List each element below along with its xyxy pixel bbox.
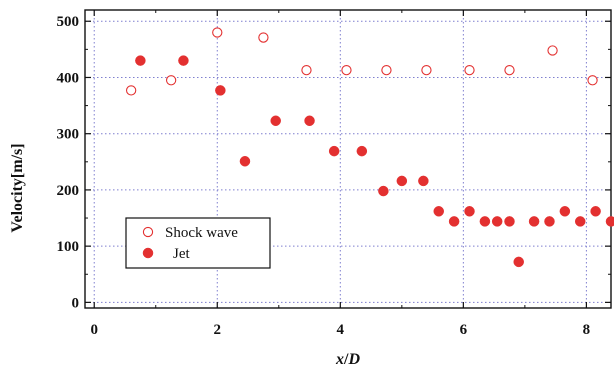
y-tick-label: 0 bbox=[72, 295, 80, 311]
data-point-jet bbox=[328, 145, 340, 157]
legend: Shock wave Jet bbox=[125, 217, 271, 269]
data-point-shock-wave bbox=[212, 27, 223, 38]
data-point-jet bbox=[479, 216, 491, 227]
data-point-shock-wave bbox=[258, 32, 269, 43]
data-marks bbox=[125, 27, 614, 268]
x-axis-title-part: x bbox=[335, 351, 344, 368]
data-point-shock-wave bbox=[341, 65, 352, 76]
data-point-jet bbox=[559, 206, 571, 217]
x-tick-label: 6 bbox=[460, 322, 468, 338]
y-axis-title: Velocity[m/s] bbox=[9, 143, 26, 232]
data-point-jet bbox=[464, 206, 475, 217]
x-tick-label: 8 bbox=[583, 322, 591, 338]
x-tick-label: 0 bbox=[90, 322, 98, 338]
x-axis-title: x/D bbox=[335, 351, 360, 368]
data-point-shock-wave bbox=[464, 65, 475, 76]
data-point-jet bbox=[544, 216, 555, 227]
x-axis-title-part: D bbox=[347, 351, 360, 368]
data-point-jet bbox=[135, 55, 146, 66]
data-point-shock-wave bbox=[421, 65, 432, 76]
data-point-jet bbox=[433, 206, 444, 217]
x-tick-label: 2 bbox=[214, 322, 222, 338]
y-tick-label: 200 bbox=[57, 183, 80, 199]
data-point-jet bbox=[215, 85, 226, 96]
data-point-jet bbox=[304, 115, 315, 127]
x-tick-label: 4 bbox=[337, 322, 345, 338]
data-point-jet bbox=[270, 115, 281, 127]
y-tick-label: 400 bbox=[57, 70, 80, 86]
data-point-jet bbox=[396, 175, 408, 187]
x-axis-title-part: / bbox=[343, 351, 349, 368]
data-point-jet bbox=[178, 55, 189, 66]
data-point-shock-wave bbox=[125, 85, 137, 96]
data-point-shock-wave bbox=[381, 65, 392, 76]
y-tick-label: 500 bbox=[57, 14, 80, 30]
axes: 0 2 4 6 8 0 100 200 300 400 500 bbox=[57, 9, 612, 338]
data-point-jet bbox=[356, 145, 368, 157]
data-point-jet bbox=[239, 155, 251, 167]
data-point-jet bbox=[504, 216, 515, 227]
data-point-shock-wave bbox=[301, 65, 312, 76]
data-point-jet bbox=[528, 216, 540, 227]
data-point-jet bbox=[574, 216, 586, 227]
plot-frame bbox=[84, 9, 612, 309]
data-point-shock-wave bbox=[547, 45, 558, 56]
legend-marker-shock-wave bbox=[142, 226, 154, 238]
legend-label-jet: Jet bbox=[173, 246, 190, 262]
data-point-shock-wave bbox=[165, 75, 177, 86]
data-point-jet bbox=[605, 216, 614, 227]
legend-marker-jet bbox=[142, 247, 154, 259]
y-tick-label: 100 bbox=[57, 239, 80, 255]
legend-label-shock-wave: Shock wave bbox=[165, 225, 238, 241]
y-tick-label: 300 bbox=[57, 127, 80, 143]
data-point-jet bbox=[448, 216, 460, 227]
data-point-jet bbox=[491, 216, 503, 227]
data-point-shock-wave bbox=[504, 65, 515, 76]
data-point-jet bbox=[418, 175, 429, 187]
data-point-shock-wave bbox=[587, 75, 598, 86]
data-point-jet bbox=[378, 185, 389, 197]
legend-box bbox=[125, 217, 271, 269]
data-point-jet bbox=[590, 206, 601, 217]
data-point-jet bbox=[513, 256, 524, 268]
